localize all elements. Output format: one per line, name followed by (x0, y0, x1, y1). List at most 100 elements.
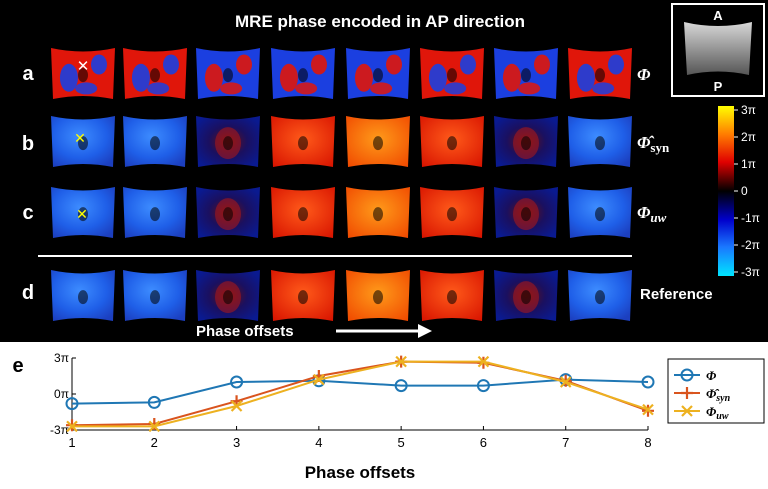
phase-image-r2-c8 (568, 116, 632, 167)
phase-image-r3-c8 (568, 187, 632, 238)
phase-offsets-arrowhead (418, 324, 432, 338)
phase-image-grid (51, 48, 632, 321)
legend-label: Φ̂syn (706, 386, 731, 404)
colorbar-tick-label: -1π (741, 211, 760, 225)
legend-marker (680, 368, 694, 382)
voxel-marker-a: ✕ (77, 57, 90, 75)
chart-ytick-label: 0π (54, 387, 69, 401)
phase-image-r4-c7 (494, 270, 558, 321)
colorbar-ticks: 3π 2π 1π 0 -1π -2π -3π (734, 103, 760, 279)
phase-image-r3-c1 (51, 187, 115, 238)
phase-image-r3-c2 (123, 187, 187, 238)
phase-image-r4-c6 (420, 270, 484, 321)
data-point (230, 400, 243, 412)
series-2 (66, 355, 654, 432)
phase-line-chart: -3π 0π 3π 1 2 3 4 5 6 7 8 (50, 351, 655, 450)
phase-image-r3-c3 (196, 187, 260, 238)
panel-e-label: e (12, 355, 23, 377)
row-label-c: c (22, 202, 33, 224)
chart-xtick-label: 5 (398, 435, 405, 450)
chart-xtick-label: 1 (68, 435, 75, 450)
series-3 (66, 355, 654, 433)
series-line (71, 378, 649, 405)
phase-image-r4-c1 (51, 270, 115, 321)
phase-image-r2-c3 (196, 116, 260, 167)
data-point (395, 355, 407, 368)
series-line (72, 360, 649, 428)
phase-image-r2-c5 (346, 116, 410, 167)
data-point (148, 420, 161, 433)
phase-image-r2-c6 (420, 116, 484, 167)
data-point (476, 379, 490, 393)
phase-image-r4-c4 (271, 270, 335, 321)
data-point (394, 379, 408, 393)
chart-ytick-label: 3π (54, 351, 69, 365)
data-point (148, 418, 161, 430)
chart-xtick-label: 3 (233, 435, 240, 450)
phase-image-r3-c7 (494, 187, 558, 238)
phase-image-r1-c4 (271, 48, 335, 99)
phase-image-r4-c2 (123, 270, 187, 321)
legend-box (667, 358, 765, 424)
phase-image-r3-c4 (271, 187, 335, 238)
chart-xtick-label: 8 (644, 435, 651, 450)
colorbar-tick-label: 1π (741, 157, 756, 171)
colorbar-tick-label: -3π (741, 265, 760, 279)
row-symbol-phi-syn: Φ̂syn (637, 133, 670, 155)
phase-image-r1-c5 (346, 48, 410, 99)
chart-xtick-label: 2 (151, 435, 158, 450)
legend-marker (681, 387, 693, 399)
data-point (641, 375, 655, 389)
row-symbol-phi: Φ (637, 65, 651, 84)
row-label-b: b (22, 133, 34, 155)
data-point (313, 373, 325, 386)
data-point (66, 420, 78, 433)
data-point (642, 403, 654, 416)
row-symbol-reference: Reference (640, 286, 713, 303)
inset-bottom-label: P (714, 79, 723, 94)
phase-image-r1-c3 (196, 48, 260, 99)
phase-image-r2-c7 (494, 116, 558, 167)
chart-ytick-label: -3π (50, 423, 69, 437)
phase-image-r2-c2 (123, 116, 187, 167)
row-label-d: d (22, 282, 34, 304)
legend-label: Φuw (706, 404, 729, 422)
phase-image-r3-c6 (420, 187, 484, 238)
phase-image-r1-c1 (51, 48, 115, 99)
chart-xtick-label: 6 (480, 435, 487, 450)
colorbar-tick-label: 2π (741, 130, 756, 144)
voxel-marker-b: ✕ (74, 131, 86, 147)
data-point (559, 376, 572, 388)
orientation-inset: A P (671, 3, 765, 97)
figure-title: MRE phase encoded in AP direction (235, 12, 525, 31)
row-symbol-phi-uw: Φuw (637, 203, 667, 225)
colorbar-tick-label: 0 (741, 184, 748, 198)
data-point (477, 355, 490, 368)
legend-marker (681, 405, 693, 417)
phase-image-r4-c3 (196, 270, 260, 321)
colorbar (718, 106, 734, 276)
inset-top-label: A (713, 8, 723, 23)
data-point (65, 397, 79, 411)
colorbar-tick-label: 3π (741, 103, 756, 117)
phase-offsets-caption: Phase offsets (196, 323, 294, 340)
data-point (230, 375, 244, 389)
voxel-marker-c: ✕ (76, 207, 88, 223)
phase-image-r4-c8 (568, 270, 632, 321)
phase-image-r1-c8 (568, 48, 632, 99)
legend-label: Φ (706, 368, 717, 383)
phase-image-r2-c4 (271, 116, 335, 167)
phase-image-r3-c5 (346, 187, 410, 238)
data-point (147, 395, 161, 409)
chart-xlabel: Phase offsets (305, 463, 416, 482)
phase-image-r4-c5 (346, 270, 410, 321)
chart-xtick-label: 4 (315, 435, 322, 450)
chart-xtick-label: 7 (562, 435, 569, 450)
phase-image-r1-c7 (494, 48, 558, 99)
phase-image-r1-c2 (123, 48, 187, 99)
row-label-a: a (22, 63, 34, 85)
phase-image-r1-c6 (420, 48, 484, 99)
colorbar-tick-label: -2π (741, 238, 760, 252)
